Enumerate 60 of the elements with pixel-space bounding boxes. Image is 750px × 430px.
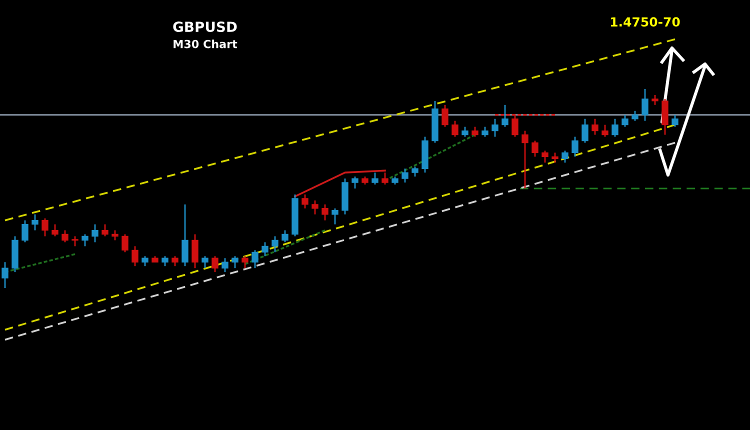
candlestick bbox=[412, 166, 418, 178]
text: 1.4750-70 bbox=[611, 17, 680, 27]
candlestick bbox=[112, 230, 118, 241]
candlestick bbox=[22, 220, 28, 243]
candlestick bbox=[72, 236, 78, 247]
candlestick bbox=[202, 255, 208, 269]
candlestick bbox=[582, 118, 588, 144]
candlestick bbox=[572, 136, 578, 158]
candlestick bbox=[162, 255, 168, 267]
candlestick bbox=[192, 234, 198, 269]
candlestick bbox=[542, 150, 548, 164]
candlestick bbox=[562, 150, 568, 164]
candlestick bbox=[482, 126, 488, 138]
candlestick bbox=[592, 118, 598, 136]
candlestick bbox=[42, 218, 48, 237]
candlestick bbox=[632, 110, 638, 122]
candlestick bbox=[472, 126, 478, 138]
candlestick bbox=[92, 224, 98, 243]
candlestick bbox=[232, 255, 238, 269]
candlestick bbox=[532, 140, 538, 158]
candlestick bbox=[672, 114, 678, 128]
candlestick bbox=[372, 172, 378, 186]
candlestick bbox=[522, 130, 528, 190]
candlestick bbox=[172, 255, 178, 267]
candlestick bbox=[602, 124, 608, 138]
candlestick bbox=[652, 94, 658, 106]
candlestick bbox=[142, 255, 148, 267]
chart-subtitle: M30 Chart bbox=[174, 40, 238, 48]
candlestick bbox=[452, 120, 458, 138]
candlestick bbox=[612, 118, 618, 138]
candlestick bbox=[312, 200, 318, 216]
candlestick bbox=[492, 118, 498, 138]
candlestick bbox=[2, 261, 8, 289]
candlestick bbox=[62, 230, 68, 243]
candlestick bbox=[402, 168, 408, 184]
candlestick bbox=[442, 104, 448, 128]
candlestick bbox=[122, 234, 128, 253]
candlestick bbox=[272, 236, 278, 253]
candlestick bbox=[262, 242, 268, 257]
candlestick bbox=[332, 208, 338, 226]
candlestick bbox=[182, 204, 188, 267]
candlestick bbox=[352, 176, 358, 190]
candlestick bbox=[222, 257, 228, 273]
candlestick bbox=[622, 114, 628, 128]
candlestick bbox=[462, 126, 468, 138]
candlestick bbox=[552, 152, 558, 164]
chart-title: GBPUSD bbox=[173, 22, 237, 32]
candlestick bbox=[52, 224, 58, 237]
candlestick bbox=[132, 246, 138, 267]
candlestick bbox=[82, 234, 88, 247]
candlestick bbox=[242, 255, 248, 269]
candlestick bbox=[662, 98, 668, 136]
candlestick bbox=[282, 230, 288, 243]
candlestick bbox=[32, 214, 38, 231]
candlestick bbox=[252, 249, 258, 269]
candlestick bbox=[642, 88, 648, 122]
candlestick bbox=[212, 255, 218, 273]
candlestick bbox=[322, 204, 328, 222]
candlestick bbox=[502, 104, 508, 128]
candlestick bbox=[102, 224, 108, 237]
